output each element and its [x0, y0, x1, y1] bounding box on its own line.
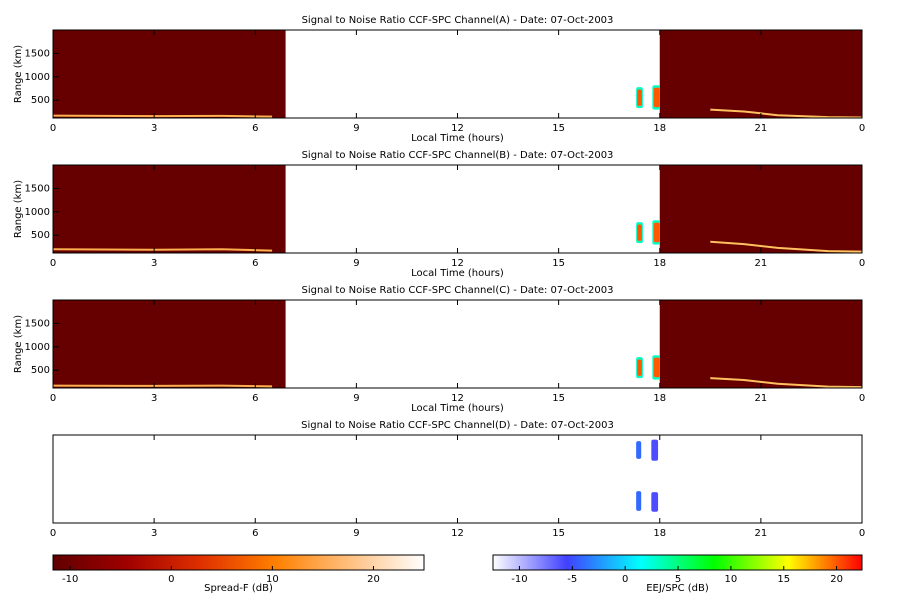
x-tick-label: 12 — [451, 528, 464, 539]
x-tick-label: 0 — [50, 393, 56, 404]
x-axis-label: Local Time (hours) — [411, 133, 504, 144]
heatmap-cell — [651, 492, 659, 512]
echo-trace — [52, 248, 273, 252]
x-tick-label: 18 — [653, 258, 666, 269]
heatmap-cell — [653, 222, 660, 243]
heatmap-cell — [53, 300, 286, 388]
x-tick-label: 12 — [451, 393, 464, 404]
x-tick-label: 0 — [859, 123, 865, 134]
echo-trace — [52, 384, 273, 388]
colorbar-tick-label: 0 — [622, 574, 628, 585]
plot-frame — [52, 434, 863, 524]
echo-trace — [52, 114, 273, 118]
echo-trace — [710, 240, 863, 253]
panel-title: Signal to Noise Ratio CCF-SPC Channel(D)… — [301, 420, 614, 431]
x-tick-label: 18 — [653, 528, 666, 539]
x-tick-label: 3 — [151, 528, 157, 539]
x-tick-label: 0 — [50, 123, 56, 134]
x-tick-label: 6 — [252, 393, 258, 404]
y-tick-label: 1000 — [25, 207, 50, 218]
x-tick-label: 21 — [755, 258, 768, 269]
x-tick-label: 6 — [252, 258, 258, 269]
heatmap-cell — [53, 165, 286, 253]
x-tick-label: 21 — [755, 528, 768, 539]
x-tick-label: 9 — [353, 393, 359, 404]
panel-title: Signal to Noise Ratio CCF-SPC Channel(B)… — [302, 150, 614, 161]
panel-title: Signal to Noise Ratio CCF-SPC Channel(A)… — [302, 15, 614, 26]
x-tick-label: 18 — [653, 123, 666, 134]
x-tick-label: 21 — [755, 393, 768, 404]
x-tick-label: 15 — [552, 393, 565, 404]
colorbar-tick-label: 20 — [367, 574, 380, 585]
x-tick-label: 3 — [151, 393, 157, 404]
y-tick-label: 1500 — [25, 318, 50, 329]
x-tick-label: 18 — [653, 393, 666, 404]
x-tick-label: 12 — [451, 123, 464, 134]
x-tick-label: 9 — [353, 528, 359, 539]
panel-title: Signal to Noise Ratio CCF-SPC Channel(C)… — [302, 285, 614, 296]
echo-trace — [710, 377, 863, 389]
x-tick-label: 3 — [151, 258, 157, 269]
heatmap-cell — [659, 300, 862, 388]
x-tick-label: 3 — [151, 123, 157, 134]
y-tick-label: 1500 — [25, 183, 50, 194]
heatmap-cell — [651, 439, 659, 461]
x-tick-label: 6 — [252, 123, 258, 134]
x-tick-label: 9 — [353, 258, 359, 269]
y-tick-label: 1500 — [25, 48, 50, 59]
x-tick-label: 15 — [552, 123, 565, 134]
y-axis-label: Range (km) — [13, 315, 24, 373]
colorbar-tick-label: -10 — [62, 574, 78, 585]
x-tick-label: 0 — [859, 393, 865, 404]
y-tick-label: 500 — [31, 365, 50, 376]
heatmap-cell — [636, 441, 642, 459]
colorbar-tick-label: 15 — [777, 574, 790, 585]
x-tick-label: 0 — [50, 258, 56, 269]
heatmap-cell — [653, 87, 660, 108]
y-tick-label: 1000 — [25, 342, 50, 353]
x-tick-label: 0 — [50, 528, 56, 539]
x-tick-label: 15 — [552, 528, 565, 539]
heatmap-cell — [659, 30, 862, 118]
colorbar-tick-label: 10 — [266, 574, 279, 585]
y-axis-label: Range (km) — [13, 45, 24, 103]
heatmap-cell — [659, 165, 862, 253]
heatmap-cell — [637, 224, 642, 241]
colorbar-tick-label: 0 — [168, 574, 174, 585]
heatmap-cell — [53, 30, 286, 118]
colorbar-label: EEJ/SPC (dB) — [646, 583, 709, 594]
colorbar-tick-label: 5 — [675, 574, 681, 585]
x-tick-label: 0 — [859, 258, 865, 269]
colorbar-label: Spread-F (dB) — [204, 583, 273, 594]
heatmap-cell — [636, 491, 642, 511]
y-tick-label: 500 — [31, 95, 50, 106]
x-tick-label: 12 — [451, 258, 464, 269]
y-tick-label: 500 — [31, 230, 50, 241]
heatmap-cell — [653, 357, 660, 378]
x-axis-label: Local Time (hours) — [411, 268, 504, 279]
colorbar-tick-label: -5 — [567, 574, 577, 585]
y-tick-label: 1000 — [25, 72, 50, 83]
x-tick-label: 0 — [859, 528, 865, 539]
x-tick-label: 9 — [353, 123, 359, 134]
heatmap-cell — [637, 359, 642, 376]
y-axis-label: Range (km) — [13, 180, 24, 238]
x-tick-label: 6 — [252, 528, 258, 539]
x-tick-label: 21 — [755, 123, 768, 134]
echo-trace — [710, 108, 863, 119]
colorbar-tick-label: 20 — [830, 574, 843, 585]
x-tick-label: 15 — [552, 258, 565, 269]
colorbar — [492, 554, 863, 571]
colorbar — [52, 554, 425, 571]
heatmap-cell — [637, 89, 642, 106]
colorbar-tick-label: 10 — [725, 574, 738, 585]
colorbar-tick-label: -10 — [511, 574, 527, 585]
x-axis-label: Local Time (hours) — [411, 403, 504, 414]
